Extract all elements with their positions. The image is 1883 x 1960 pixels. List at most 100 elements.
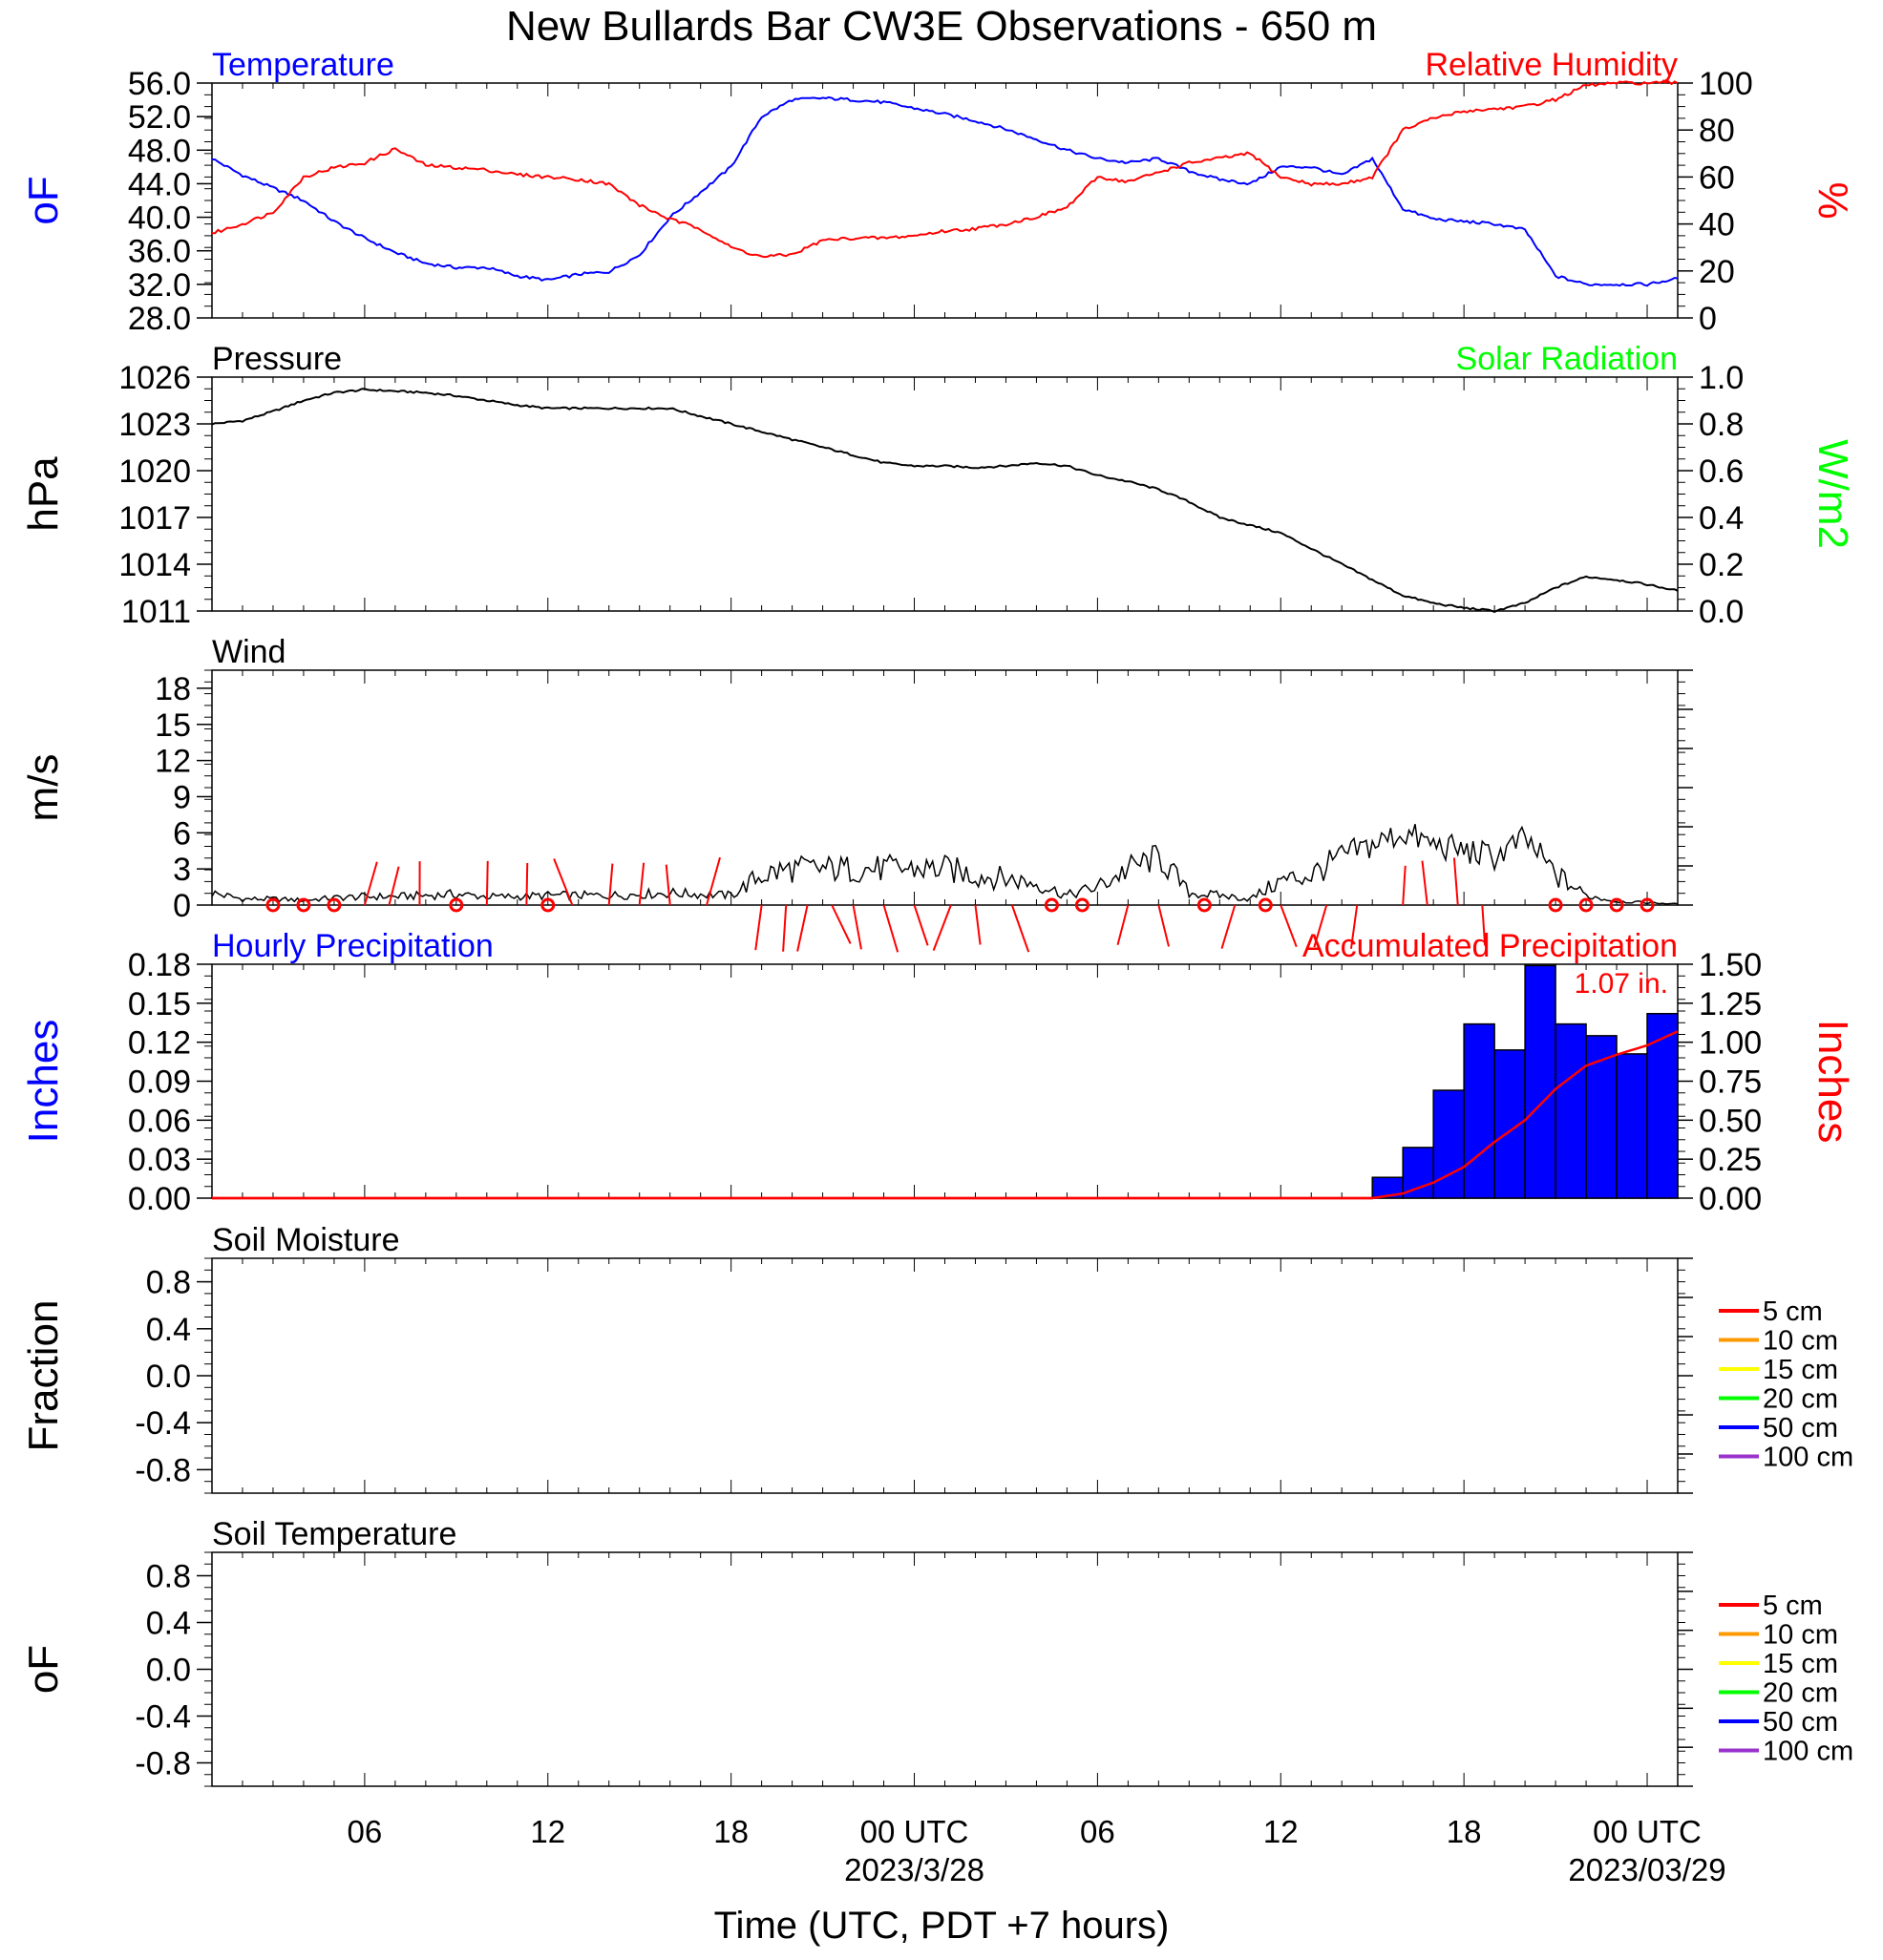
y-tick-label: 9 (173, 779, 191, 815)
y2-tick-label: 1.00 (1699, 1025, 1762, 1062)
wind-barb (525, 862, 529, 906)
wind-barb (1313, 904, 1328, 948)
legend-label: 50 cm (1763, 1413, 1838, 1444)
y-tick-label: 0.12 (128, 1025, 191, 1062)
y2-tick-label: 80 (1699, 113, 1735, 149)
wind-barb (1220, 904, 1237, 949)
calm-marker (1578, 897, 1594, 913)
calm-marker (449, 897, 464, 913)
y2-tick-label: 1.50 (1699, 947, 1762, 983)
calm-marker (540, 897, 556, 913)
y-tick-label: 0.06 (128, 1103, 191, 1139)
legend-label: 100 cm (1763, 1443, 1853, 1473)
figure-title: New Bullards Bar CW3E Observations - 650… (506, 3, 1377, 50)
y-tick-label: 1014 (118, 547, 191, 583)
calm-marker (1640, 897, 1655, 913)
y2-tick-label: 0 (1699, 301, 1717, 337)
y2-tick-label: 0.25 (1699, 1142, 1762, 1178)
wind-barb (974, 904, 982, 945)
y2-axis-label: Inches (1809, 1020, 1856, 1144)
panel-title-left: Hourly Precipitation (212, 928, 494, 964)
wind-barb (1349, 904, 1359, 949)
calm-marker (296, 897, 311, 913)
x-tick-label: 18 (1447, 1814, 1482, 1849)
wind-barb (485, 860, 489, 906)
wind-barb (1421, 860, 1428, 906)
wind-barb (831, 904, 852, 944)
y-tick-label: -0.8 (135, 1452, 191, 1488)
x-date-label: 2023/03/29 (1568, 1852, 1725, 1887)
accum-annotation: 1.07 in. (1575, 968, 1668, 1000)
y-tick-label: 0.15 (128, 986, 191, 1022)
y2-axis-label: % (1809, 181, 1856, 219)
calm-marker (1258, 897, 1273, 913)
wind-barb (553, 858, 574, 906)
wind-barb (706, 856, 721, 906)
y2-tick-label: 20 (1699, 254, 1735, 290)
precip-bar (1432, 1089, 1465, 1199)
y-tick-label: 40.0 (128, 200, 191, 237)
wind-barb (932, 904, 952, 952)
y-tick-label: 1020 (118, 453, 191, 490)
y-tick-label: 1011 (121, 594, 191, 630)
wind-barb (796, 904, 809, 952)
y-tick-label: -0.8 (135, 1746, 191, 1782)
precip-bar (1555, 1022, 1587, 1199)
precip-bar (1463, 1022, 1495, 1199)
y-tick-label: 6 (173, 815, 191, 852)
panel-title-right: Relative Humidity (1425, 47, 1678, 83)
panel-title-left: Soil Moisture (212, 1222, 400, 1258)
wind-barb (1481, 904, 1487, 946)
y-tick-label: 0.8 (146, 1559, 191, 1595)
x-axis-label: Time (UTC, PDT +7 hours) (714, 1905, 1170, 1947)
calm-marker (1196, 897, 1212, 913)
wind-barb (1116, 904, 1130, 946)
calm-marker (1609, 897, 1624, 913)
wind-barb (1157, 904, 1170, 947)
legend-label: 15 cm (1763, 1355, 1838, 1385)
wind-barb (1010, 904, 1030, 953)
x-tick-label: 00 UTC (860, 1814, 969, 1849)
y-tick-label: 1026 (118, 360, 191, 396)
y-tick-label: 48.0 (128, 133, 191, 169)
wind-barb (1452, 857, 1459, 906)
y2-tick-label: 0.75 (1699, 1064, 1762, 1101)
y-tick-label: 0.09 (128, 1064, 191, 1101)
y-tick-label: 32.0 (128, 267, 191, 304)
y-tick-label: 18 (155, 671, 191, 707)
x-tick-label: 12 (1263, 1814, 1299, 1849)
x-tick-label: 18 (713, 1814, 749, 1849)
y-axis-label: oF (20, 176, 67, 224)
y2-tick-label: 0.0 (1699, 594, 1744, 630)
series-line-pressure (211, 388, 1679, 613)
y-tick-label: 0.4 (146, 1606, 191, 1642)
y-tick-label: 44.0 (128, 166, 191, 202)
series-line-relative-humidity (212, 80, 1679, 259)
precip-bar (1616, 1053, 1648, 1199)
y-tick-label: 0.00 (128, 1181, 191, 1217)
calm-marker (265, 897, 281, 913)
y-tick-label: -0.4 (135, 1405, 191, 1442)
y2-tick-label: 0.8 (1699, 407, 1744, 443)
panel-soil-moisture: -0.8 -0.4 0.0 0.4 0.8 Soil Moisture Fraction 5 … (20, 1222, 1853, 1494)
y-axis-label: oF (20, 1645, 67, 1694)
y2-axis-label: W/m2 (1809, 439, 1856, 549)
y2-tick-label: 100 (1699, 66, 1753, 102)
y-tick-label: 0.03 (128, 1142, 191, 1178)
y-tick-label: 0.4 (146, 1312, 191, 1348)
y-tick-label: 52.0 (128, 99, 191, 136)
panel-title-left: Wind (212, 634, 286, 670)
panel-title-right: Solar Radiation (1456, 341, 1678, 377)
y2-tick-label: 40 (1699, 207, 1735, 243)
wind-barb (782, 904, 788, 952)
wind-barb (852, 904, 862, 950)
y-tick-label: 1017 (118, 500, 191, 537)
wind-barb (1280, 904, 1298, 948)
wind-barb (388, 866, 400, 906)
y-axis-label: m/s (20, 754, 67, 822)
y2-tick-label: 1.25 (1699, 986, 1762, 1022)
panel-title-left: Pressure (212, 341, 342, 377)
